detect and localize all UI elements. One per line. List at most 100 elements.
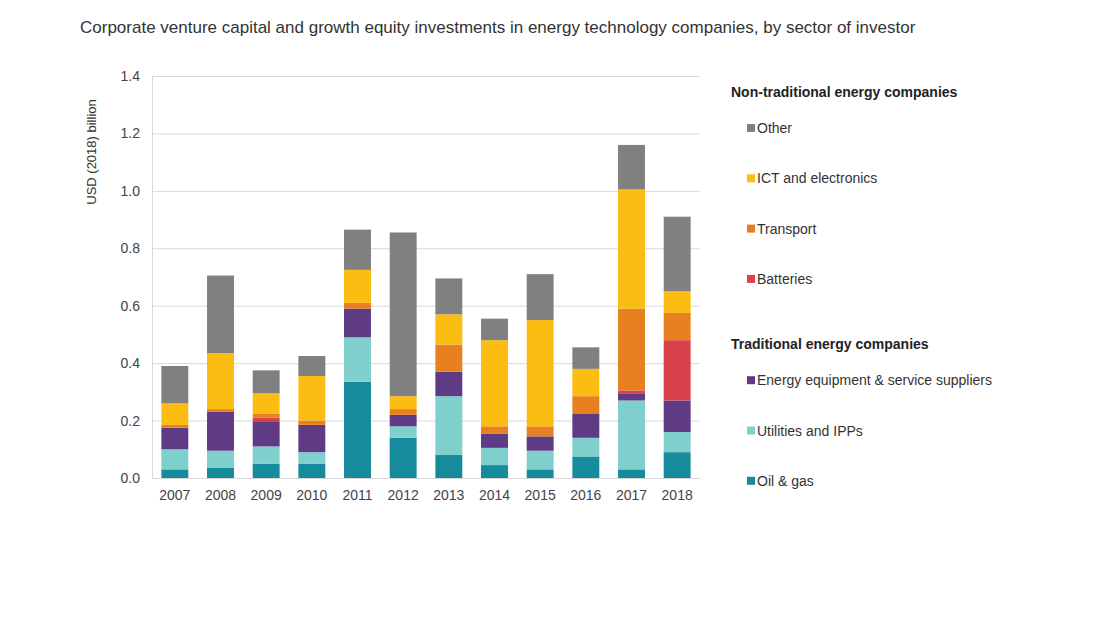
legend-item: Transport <box>747 221 817 237</box>
chart: Corporate venture capital and growth equ… <box>0 0 1100 619</box>
bar <box>527 274 554 320</box>
bar <box>618 390 645 393</box>
x-tick: 2011 <box>342 478 372 503</box>
legend-item: Energy equipment & service suppliers <box>747 372 992 388</box>
y-tick-label: 0.4 <box>121 355 141 371</box>
bar <box>481 319 508 341</box>
bar <box>344 382 371 478</box>
bar <box>572 347 599 369</box>
bar <box>390 409 417 415</box>
bar <box>253 422 280 446</box>
bar <box>298 464 325 478</box>
y-tick: 1.0 <box>121 183 700 199</box>
y-tick-label: 0.0 <box>121 470 141 486</box>
legend-item: Other <box>747 120 792 136</box>
legend-label: Transport <box>757 221 817 237</box>
bar <box>618 469 645 478</box>
bar <box>618 400 645 469</box>
series <box>161 303 690 437</box>
bar <box>481 465 508 478</box>
x-tick-label: 2015 <box>525 487 556 503</box>
bar <box>207 353 234 409</box>
grid-line <box>152 421 700 422</box>
bar <box>253 418 280 422</box>
bar <box>572 396 599 413</box>
series <box>161 145 690 403</box>
x-tick: 2012 <box>388 478 419 503</box>
x-tick-label: 2012 <box>388 487 419 503</box>
x-tick-label: 2007 <box>159 487 190 503</box>
bar <box>390 396 417 409</box>
legend-item: Oil & gas <box>747 473 814 489</box>
legend-item: Utilities and IPPs <box>747 423 863 439</box>
grid-line <box>152 133 700 134</box>
x-tick-label: 2014 <box>479 487 510 503</box>
series <box>161 337 690 469</box>
bar <box>390 415 417 426</box>
bar <box>161 403 188 425</box>
y-tick-label: 0.8 <box>121 240 141 256</box>
bar <box>618 189 645 308</box>
y-axis: 0.0 0.2 0.4 0.6 0.8 1.0 1.2 1.4 <box>121 68 700 486</box>
series <box>161 189 690 426</box>
series <box>161 382 690 478</box>
y-tick-label: 1.2 <box>121 125 141 141</box>
bar <box>253 413 280 417</box>
bar <box>207 409 234 412</box>
bar <box>664 217 691 292</box>
legend-swatch <box>747 477 755 485</box>
legend-group-title: Traditional energy companies <box>731 336 929 352</box>
y-tick: 1.4 <box>121 68 700 84</box>
x-tick-label: 2018 <box>662 487 693 503</box>
bar <box>664 291 691 313</box>
x-axis-line <box>153 478 701 479</box>
bar <box>481 433 508 447</box>
title: Corporate venture capital and growth equ… <box>80 18 916 37</box>
x-tick: 2017 <box>616 478 647 503</box>
x-tick-label: 2008 <box>205 487 236 503</box>
y-axis-title: USD (2018) billion <box>84 99 99 205</box>
y-tick-label: 0.6 <box>121 298 141 314</box>
grid-line <box>152 363 700 364</box>
legend-label: Other <box>757 120 792 136</box>
bar <box>253 393 280 413</box>
legend-swatch <box>747 174 755 182</box>
legend-swatch <box>747 124 755 132</box>
legend: Non-traditional energy companiesOtherICT… <box>731 84 992 489</box>
grid-line <box>152 248 700 249</box>
bar <box>207 468 234 478</box>
bar <box>527 469 554 478</box>
bar <box>344 270 371 303</box>
bar <box>298 452 325 463</box>
bar <box>435 344 462 371</box>
y-tick-label: 0.2 <box>121 413 141 429</box>
grid-line <box>152 191 700 192</box>
x-tick: 2013 <box>433 478 464 503</box>
bar <box>481 448 508 465</box>
bar <box>435 278 462 314</box>
bar <box>618 393 645 400</box>
legend-label: Utilities and IPPs <box>757 423 863 439</box>
bar <box>161 366 188 403</box>
x-tick-label: 2017 <box>616 487 647 503</box>
x-tick-label: 2013 <box>433 487 464 503</box>
legend-item: Batteries <box>747 271 812 287</box>
bar <box>527 320 554 426</box>
bar <box>435 455 462 478</box>
x-tick: 2010 <box>296 478 327 503</box>
bar <box>664 432 691 452</box>
bar <box>161 449 188 469</box>
bar <box>664 452 691 478</box>
bar <box>527 436 554 450</box>
bar <box>481 426 508 433</box>
bar <box>527 451 554 470</box>
bar <box>664 313 691 340</box>
bar <box>390 232 417 396</box>
bar <box>253 370 280 393</box>
grid-line <box>152 76 700 77</box>
bars <box>161 145 690 478</box>
bar <box>253 464 280 478</box>
bar <box>344 303 371 309</box>
bar <box>390 426 417 437</box>
x-tick: 2007 <box>159 478 190 503</box>
